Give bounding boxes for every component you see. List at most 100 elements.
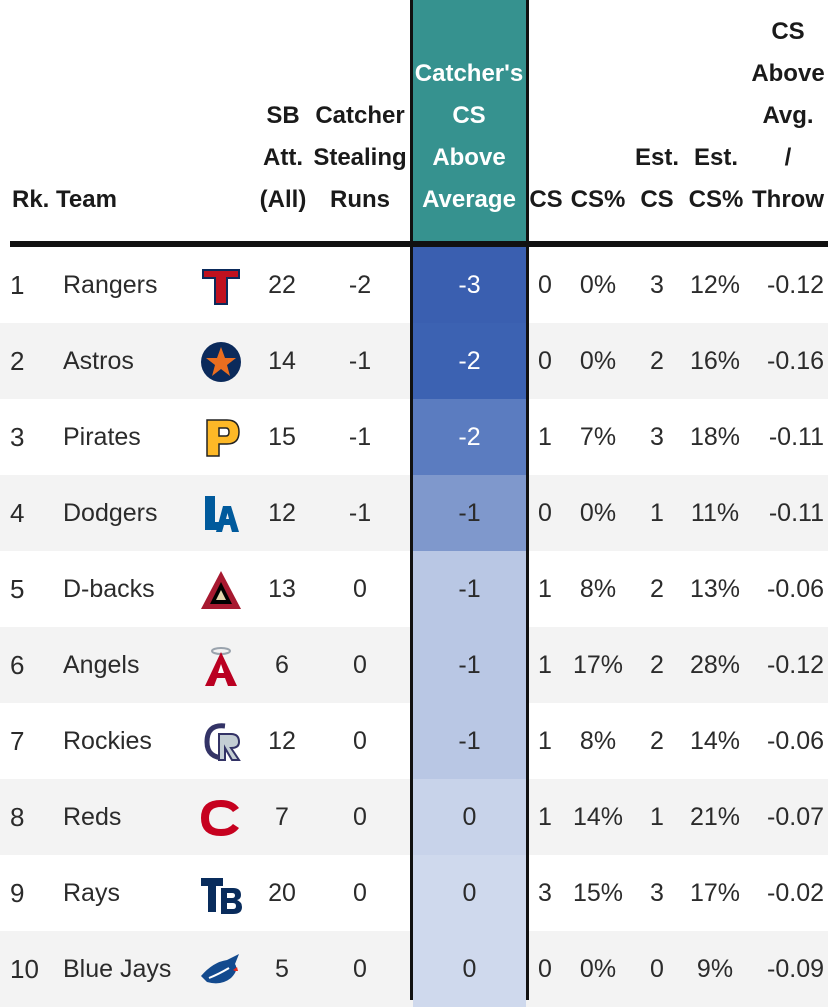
est-cs-pct-cell: 9% [696, 955, 734, 983]
rangers-logo [199, 264, 243, 308]
table-row[interactable]: 5 D-backs 13 0 -1 1 8% 2 13% -0.06 [0, 551, 828, 627]
header-divider [10, 241, 828, 247]
sb-att-cell: 15 [268, 423, 296, 451]
est-cs-pct-cell: 11% [690, 499, 740, 527]
cs-above-average-cell: -3 [458, 271, 481, 299]
cs-above-average-cell: -1 [458, 499, 481, 527]
sb-att-cell: 6 [275, 651, 289, 679]
table-row[interactable]: 8 Reds 7 0 0 1 14% 1 21% -0.07 [0, 779, 828, 855]
est-cs-cell: 1 [650, 499, 664, 527]
rank-cell: 7 [10, 726, 25, 756]
sb-att-cell: 14 [268, 347, 296, 375]
header-rank[interactable]: Rk. [12, 186, 50, 213]
sb-att-cell: 22 [268, 271, 296, 299]
rank-cell: 5 [10, 574, 25, 604]
team-name-cell: Astros [63, 347, 134, 375]
sb-att-cell: 12 [268, 727, 296, 755]
cs-above-average-heat-fill [413, 627, 526, 703]
catcher-stealing-runs-cell: -1 [348, 347, 372, 375]
catcher-stealing-runs-cell: 0 [353, 651, 367, 679]
cs-cell: 0 [538, 955, 552, 983]
cs-above-average-heat-fill [413, 399, 526, 475]
table-row[interactable]: 10 Blue Jays 5 0 0 0 0% 0 9% -0.09 [0, 931, 828, 1007]
sb-att-cell: 20 [268, 879, 296, 907]
rank-cell: 3 [10, 422, 25, 452]
cs-pct-cell: 8% [579, 727, 617, 755]
cs-above-average-heat-fill [413, 323, 526, 399]
sb-att-cell: 7 [275, 803, 289, 831]
cs-cell: 1 [538, 803, 552, 831]
header-cs-pct[interactable]: CS% [570, 186, 626, 213]
header-est-cs-pct[interactable]: Est. CS% [688, 144, 744, 213]
est-cs-pct-cell: 28% [689, 651, 741, 679]
cs-above-avg-per-throw-cell: -0.09 [767, 955, 824, 983]
catcher-stealing-runs-cell: 0 [353, 803, 367, 831]
table-header: Rk. Team SB Att. (All) Catcher Stealing … [0, 0, 828, 247]
cs-above-average-cell: -1 [458, 651, 481, 679]
angels-logo [199, 644, 243, 688]
cs-above-average-cell: 0 [462, 803, 477, 831]
cs-pct-cell: 0% [579, 499, 617, 527]
table-row[interactable]: 3 Pirates 15 -1 -2 1 7% 3 18% -0.11 [0, 399, 828, 475]
cs-above-average-heat-fill [413, 931, 526, 1007]
header-team[interactable]: Team [56, 186, 117, 213]
cs-cell: 0 [538, 347, 552, 375]
reds-logo [199, 796, 243, 840]
cs-cell: 1 [538, 651, 552, 679]
catcher-stealing-runs-cell: 0 [353, 879, 367, 907]
team-name-cell: Angels [63, 651, 140, 679]
cs-above-avg-per-throw-cell: -0.02 [767, 879, 824, 907]
est-cs-cell: 1 [650, 803, 664, 831]
est-cs-pct-cell: 17% [689, 879, 741, 907]
astros-logo [199, 340, 243, 384]
header-catcher-stealing-runs[interactable]: Catcher Stealing Runs [313, 102, 407, 213]
cs-pct-cell: 8% [579, 575, 617, 603]
cs-above-average-cell: 0 [462, 879, 477, 907]
cs-pct-cell: 0% [579, 955, 617, 983]
table-row[interactable]: 4 Dodgers 12 -1 -1 0 0% 1 11% -0.11 [0, 475, 828, 551]
header-cs-above-avg-per-throw[interactable]: CS Above Avg. / Throw [751, 18, 825, 213]
catcher-stealing-runs-cell: -1 [348, 423, 372, 451]
table-row[interactable]: 9 Rays 20 0 0 3 15% 3 17% -0.02 [0, 855, 828, 931]
team-name-cell: Rays [63, 879, 120, 907]
cs-pct-cell: 7% [579, 423, 617, 451]
header-sb-att[interactable]: SB Att. (All) [259, 102, 307, 213]
rank-cell: 6 [10, 650, 25, 680]
est-cs-pct-cell: 13% [689, 575, 741, 603]
highlight-column-header [410, 0, 528, 247]
cs-above-avg-per-throw-cell: -0.07 [767, 803, 824, 831]
table-row[interactable]: 7 Rockies 12 0 -1 1 8% 2 14% -0.06 [0, 703, 828, 779]
rank-cell: 1 [10, 270, 25, 300]
table-row[interactable]: 2 Astros 14 -1 -2 0 0% 2 16% -0.16 [0, 323, 828, 399]
rank-cell: 10 [10, 954, 39, 984]
cs-above-avg-per-throw-cell: -0.11 [768, 423, 824, 451]
catcher-stealing-runs-cell: 0 [353, 575, 367, 603]
est-cs-pct-cell: 21% [689, 803, 741, 831]
team-name-cell: Reds [63, 803, 122, 831]
cs-pct-cell: 0% [579, 271, 617, 299]
team-name-cell: Pirates [63, 423, 141, 451]
cs-pct-cell: 17% [572, 651, 624, 679]
est-cs-cell: 3 [650, 423, 664, 451]
header-cs-above-average[interactable]: Catcher's CS Above Average [414, 60, 524, 213]
sb-att-cell: 12 [268, 499, 296, 527]
cs-above-avg-per-throw-cell: -0.06 [767, 575, 824, 603]
sb-att-cell: 5 [275, 955, 289, 983]
catcher-stealing-runs-cell: -2 [348, 271, 372, 299]
header-cs[interactable]: CS [529, 186, 563, 213]
cs-cell: 1 [538, 727, 552, 755]
table-row[interactable]: 6 Angels 6 0 -1 1 17% 2 28% -0.12 [0, 627, 828, 703]
cs-above-average-cell: -2 [458, 347, 481, 375]
team-name-cell: D-backs [63, 575, 155, 603]
cs-pct-cell: 0% [579, 347, 617, 375]
cs-pct-cell: 14% [572, 803, 624, 831]
team-name-cell: Blue Jays [63, 955, 172, 983]
est-cs-cell: 3 [650, 879, 664, 907]
est-cs-cell: 2 [650, 651, 664, 679]
dbacks-logo [199, 568, 243, 612]
table-row[interactable]: 1 Rangers 22 -2 -3 0 0% 3 12% -0.12 [0, 247, 828, 323]
cs-above-average-heat-fill [413, 703, 526, 779]
header-est-cs[interactable]: Est. CS [634, 144, 679, 213]
cs-above-average-heat-fill [413, 779, 526, 855]
rank-cell: 2 [10, 346, 25, 376]
